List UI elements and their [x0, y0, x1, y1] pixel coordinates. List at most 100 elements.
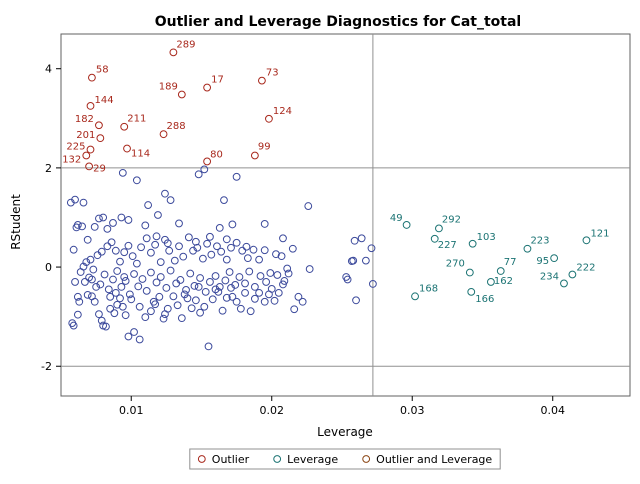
chart-title: Outlier and Leverage Diagnostics for Cat… — [155, 14, 521, 30]
normal-point — [111, 288, 120, 297]
normal-point — [207, 250, 216, 259]
outlier-point — [86, 145, 95, 154]
normal-point — [238, 246, 247, 255]
legend-marker — [273, 455, 282, 463]
point-label: 103 — [477, 232, 496, 243]
normal-point — [214, 287, 223, 296]
normal-point — [124, 332, 133, 341]
normal-point — [186, 269, 195, 278]
legend-label: Outlier — [212, 453, 250, 466]
outlier-point — [169, 48, 178, 57]
normal-point — [260, 220, 269, 228]
leverage-point — [487, 278, 495, 286]
normal-point — [132, 176, 141, 185]
y-tick-label: -2 — [41, 360, 52, 373]
outlier-point — [177, 90, 186, 99]
normal-point — [107, 238, 116, 247]
normal-point — [220, 196, 228, 205]
normal-point — [280, 277, 289, 285]
outlier-point — [96, 134, 105, 143]
normal-point — [162, 283, 171, 292]
normal-point — [141, 221, 150, 230]
normal-point — [180, 290, 189, 299]
normal-point — [90, 223, 99, 231]
normal-point — [117, 283, 126, 291]
normal-point — [166, 266, 175, 275]
normal-point — [116, 257, 124, 266]
leverage-point — [467, 287, 476, 296]
leverage-point — [465, 268, 474, 277]
outlier-point — [120, 122, 129, 131]
leverage-point — [523, 244, 532, 253]
outlier-point — [88, 73, 96, 82]
x-tick-label: 0.04 — [540, 404, 565, 417]
normal-point — [242, 242, 251, 251]
leverage-point — [568, 270, 577, 279]
normal-point — [151, 240, 160, 249]
normal-point — [305, 265, 314, 273]
x-tick-label: 0.03 — [400, 404, 425, 417]
legend: Outlier Leverage Outlier and Leverage — [189, 448, 501, 470]
normal-point — [118, 302, 127, 311]
normal-point — [149, 297, 158, 306]
normal-point — [132, 259, 141, 268]
normal-point — [110, 309, 119, 318]
normal-point — [256, 272, 265, 280]
normal-point — [95, 214, 103, 223]
normal-point — [121, 277, 130, 285]
normal-point — [215, 223, 224, 232]
normal-point — [83, 235, 92, 244]
normal-point — [69, 321, 78, 330]
normal-point — [76, 268, 85, 276]
outlier-point — [123, 144, 131, 153]
point-label: 95 — [536, 256, 549, 267]
leverage-points — [402, 221, 591, 301]
normal-points — [66, 165, 377, 351]
normal-point — [228, 220, 237, 229]
point-label: 182 — [75, 114, 94, 125]
x-tick-label: 0.01 — [119, 404, 144, 417]
normal-point — [194, 283, 203, 291]
normal-point — [78, 222, 86, 231]
leverage-point — [430, 234, 439, 243]
normal-point — [222, 293, 231, 302]
legend-marker — [362, 455, 371, 463]
normal-point — [175, 219, 183, 228]
normal-point — [196, 274, 204, 282]
normal-point — [75, 297, 84, 306]
normal-point — [113, 267, 122, 275]
normal-point — [86, 255, 95, 264]
normal-point — [69, 245, 78, 254]
normal-point — [222, 235, 231, 244]
normal-point — [73, 310, 82, 319]
point-label: 99 — [258, 141, 271, 152]
outlier-point — [82, 151, 91, 160]
point-label: 289 — [176, 39, 195, 50]
normal-point — [176, 276, 185, 284]
normal-point — [211, 285, 220, 294]
normal-point — [89, 265, 98, 274]
normal-point — [92, 283, 101, 291]
normal-point — [277, 252, 286, 261]
normal-point — [165, 246, 174, 255]
normal-point — [367, 244, 376, 253]
normal-point — [245, 267, 254, 276]
normal-point — [97, 316, 106, 325]
point-label: 144 — [95, 95, 114, 106]
normal-point — [279, 234, 287, 243]
normal-point — [235, 273, 244, 281]
normal-point — [298, 297, 307, 306]
normal-point — [204, 342, 213, 351]
normal-point — [147, 248, 155, 257]
normal-point — [80, 278, 89, 286]
normal-point — [83, 290, 92, 299]
point-label: 166 — [475, 294, 494, 305]
normal-point — [71, 195, 79, 204]
point-label: 58 — [96, 65, 109, 76]
normal-point — [200, 165, 209, 174]
y-tick-label: 0 — [45, 261, 52, 274]
normal-point — [113, 300, 122, 309]
normal-point — [266, 269, 275, 277]
y-tick-label: 2 — [45, 162, 52, 175]
